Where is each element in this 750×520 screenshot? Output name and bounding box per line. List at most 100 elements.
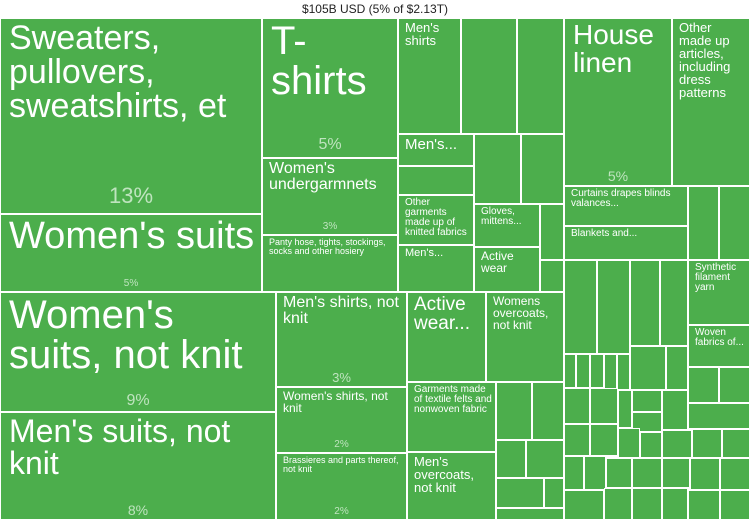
treemap-tile[interactable] <box>461 18 517 134</box>
tile-label: Brassieres and parts thereof, not knit <box>283 455 402 474</box>
treemap-tile[interactable]: Men's overcoats, not knit <box>407 452 496 520</box>
treemap-tile[interactable] <box>618 428 640 458</box>
treemap-tile[interactable]: Woven fabrics of... <box>688 325 750 367</box>
treemap-tile[interactable]: Sweaters, pullovers, sweatshirts, et 13% <box>0 18 262 214</box>
treemap-tile[interactable] <box>690 458 720 490</box>
treemap-tile[interactable] <box>540 260 564 292</box>
tile-label: Women's suits, not knit <box>9 293 243 377</box>
treemap-tile[interactable] <box>662 430 692 458</box>
treemap-tile[interactable] <box>564 354 576 388</box>
treemap-tile[interactable]: Other made up articles, including dress … <box>672 18 750 186</box>
treemap-tile[interactable] <box>606 458 632 488</box>
tile-label: Synthetic filament yarn <box>695 262 739 293</box>
tile-percent: 5% <box>607 168 629 184</box>
treemap-tile[interactable]: Gloves, mittens... <box>474 204 540 247</box>
treemap-tile[interactable] <box>662 458 690 488</box>
treemap-tile[interactable] <box>526 440 564 478</box>
treemap-tile[interactable]: Other garments made up of knitted fabric… <box>398 195 474 245</box>
treemap-tile[interactable] <box>398 166 474 195</box>
treemap-tile[interactable] <box>720 490 750 520</box>
tile-label: House linen <box>573 19 662 78</box>
tile-label: Men's suits, not knit <box>9 413 240 481</box>
treemap-tile[interactable] <box>597 260 630 354</box>
treemap-tile[interactable] <box>640 432 662 458</box>
treemap-tile[interactable] <box>720 458 750 490</box>
treemap-tile[interactable] <box>590 354 604 388</box>
treemap-tile[interactable] <box>688 490 720 520</box>
treemap-tile[interactable] <box>662 488 688 520</box>
treemap-tile[interactable] <box>584 456 606 490</box>
tile-label: Women's shirts, not knit <box>283 389 392 415</box>
treemap-tile[interactable]: T-shirts 5% <box>262 18 398 158</box>
treemap-tile[interactable] <box>496 382 532 440</box>
treemap-tile[interactable] <box>521 134 564 204</box>
treemap-tile[interactable]: Men's shirts <box>398 18 461 134</box>
treemap-tile[interactable] <box>719 186 750 260</box>
tile-percent: 5% <box>318 136 342 153</box>
treemap-tile[interactable] <box>632 458 662 488</box>
treemap-tile[interactable] <box>722 429 750 458</box>
treemap-tile[interactable] <box>564 456 584 490</box>
treemap-tile[interactable]: Women's undergarmnets 3% <box>262 158 398 235</box>
treemap-tile[interactable] <box>544 478 564 508</box>
treemap-tile[interactable] <box>617 354 630 390</box>
treemap-tile[interactable] <box>540 204 564 260</box>
treemap-tile[interactable] <box>496 440 526 478</box>
treemap-tile[interactable] <box>590 424 618 456</box>
treemap-tile[interactable]: Men's suits, not knit 8% <box>0 412 276 520</box>
treemap-tile[interactable]: Women's shirts, not knit 2% <box>276 387 407 453</box>
treemap-tile[interactable] <box>630 346 666 390</box>
treemap-tile[interactable]: Women's suits, not knit 9% <box>0 292 276 412</box>
treemap-tile[interactable] <box>564 388 590 424</box>
treemap-tile[interactable]: Men's... <box>398 134 474 166</box>
tile-label: Woven fabrics of... <box>695 327 744 348</box>
treemap-tile[interactable] <box>666 346 688 390</box>
treemap-tile[interactable] <box>496 508 564 520</box>
treemap-tile[interactable]: Women's suits 5% <box>0 214 262 292</box>
treemap-tile[interactable]: Blankets and... <box>564 226 688 260</box>
treemap-tile[interactable] <box>496 478 544 508</box>
tile-label: Men's shirts, not knit <box>283 294 404 327</box>
treemap-tile[interactable]: Active wear <box>474 247 540 292</box>
treemap-tile[interactable]: Panty hose, tights, stockings, socks and… <box>262 235 398 292</box>
treemap-tile[interactable]: Curtains drapes blinds valances... <box>564 186 688 226</box>
treemap-tile[interactable] <box>660 260 688 346</box>
treemap-tile[interactable]: Womens overcoats, not knit <box>486 292 564 382</box>
treemap-tile[interactable]: Men's... <box>398 245 474 292</box>
treemap-tile[interactable]: House linen 5% <box>564 18 672 186</box>
treemap-tile[interactable] <box>532 382 564 440</box>
treemap-tile[interactable] <box>688 403 750 429</box>
tile-label: Blankets and... <box>571 228 638 239</box>
treemap-tile[interactable] <box>590 388 618 424</box>
treemap-tile[interactable] <box>564 424 590 456</box>
treemap-tile[interactable]: Active wear... <box>407 292 486 382</box>
treemap-tile[interactable]: Synthetic filament yarn <box>688 260 750 325</box>
tile-label: Curtains drapes blinds valances... <box>571 188 674 209</box>
treemap-tile[interactable] <box>662 390 688 430</box>
treemap-tile[interactable] <box>564 490 604 520</box>
treemap-tile[interactable] <box>564 260 597 354</box>
treemap-tile[interactable] <box>632 488 662 520</box>
treemap-tile[interactable] <box>517 18 564 134</box>
tile-label: Men's... <box>405 136 458 153</box>
tile-percent: 9% <box>126 392 150 409</box>
treemap-tile[interactable] <box>576 354 590 388</box>
treemap-tile[interactable] <box>688 367 719 403</box>
treemap-tile[interactable] <box>692 429 722 458</box>
treemap-tile[interactable]: Garments made of textile felts and nonwo… <box>407 382 496 452</box>
tile-label: Men's shirts <box>405 20 443 48</box>
treemap-tile[interactable]: Men's shirts, not knit 3% <box>276 292 407 387</box>
treemap-tile[interactable] <box>618 390 632 428</box>
treemap-tile[interactable] <box>630 260 660 346</box>
tile-label: Women's suits <box>9 215 255 257</box>
treemap-tile[interactable] <box>474 134 521 204</box>
treemap-tile[interactable]: Brassieres and parts thereof, not knit 2% <box>276 453 407 520</box>
treemap-tile[interactable] <box>632 390 662 412</box>
treemap-tile[interactable] <box>604 354 617 390</box>
treemap-tile[interactable] <box>719 367 750 403</box>
treemap-tile[interactable] <box>604 488 632 520</box>
treemap-tile[interactable] <box>632 412 662 432</box>
treemap-tile[interactable] <box>688 186 719 260</box>
tile-label: Sweaters, pullovers, sweatshirts, et <box>9 19 227 125</box>
